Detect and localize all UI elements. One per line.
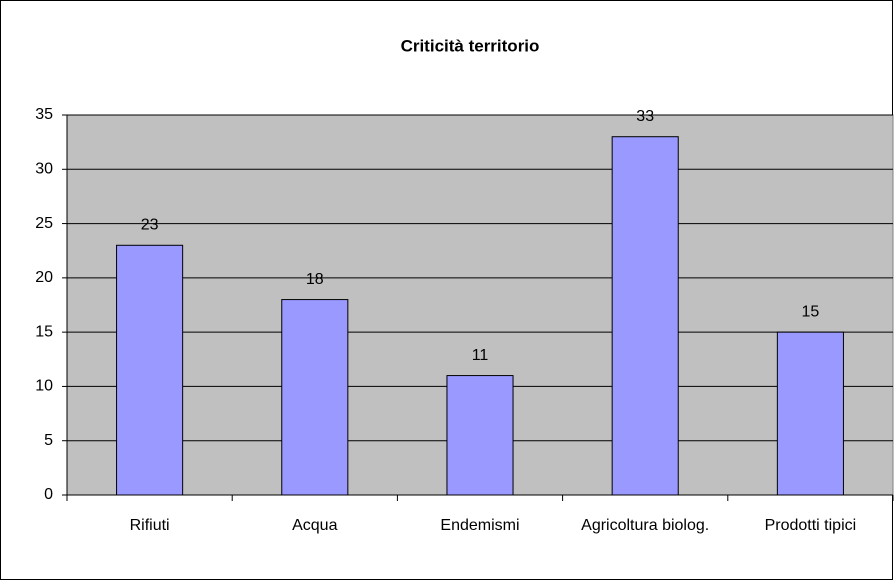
chart-title: Criticità territorio <box>401 36 540 55</box>
bar <box>446 375 514 496</box>
x-tick-label: Prodotti tipici <box>764 517 857 534</box>
bar <box>281 299 349 496</box>
data-label: 23 <box>141 217 159 234</box>
y-tick-label: 30 <box>35 161 53 178</box>
y-tick-label: 25 <box>35 215 53 232</box>
bar <box>116 244 184 496</box>
y-tick-label: 10 <box>35 378 53 395</box>
bar <box>611 136 679 496</box>
x-tick-label: Endemismi <box>440 517 520 534</box>
y-tick-label: 20 <box>35 269 53 286</box>
x-tick-label: Rifiuti <box>129 517 170 534</box>
y-tick-label: 15 <box>35 323 53 340</box>
data-label: 11 <box>472 347 489 364</box>
data-label: 33 <box>636 108 654 125</box>
bar <box>776 331 844 496</box>
data-label: 15 <box>802 303 820 320</box>
x-tick-label: Agricoltura biolog. <box>581 517 710 534</box>
y-tick-label: 5 <box>44 432 53 449</box>
x-tick-label: Acqua <box>292 517 338 534</box>
y-tick-label: 0 <box>44 486 53 503</box>
data-label: 18 <box>306 271 324 288</box>
y-tick-label: 35 <box>35 106 53 123</box>
